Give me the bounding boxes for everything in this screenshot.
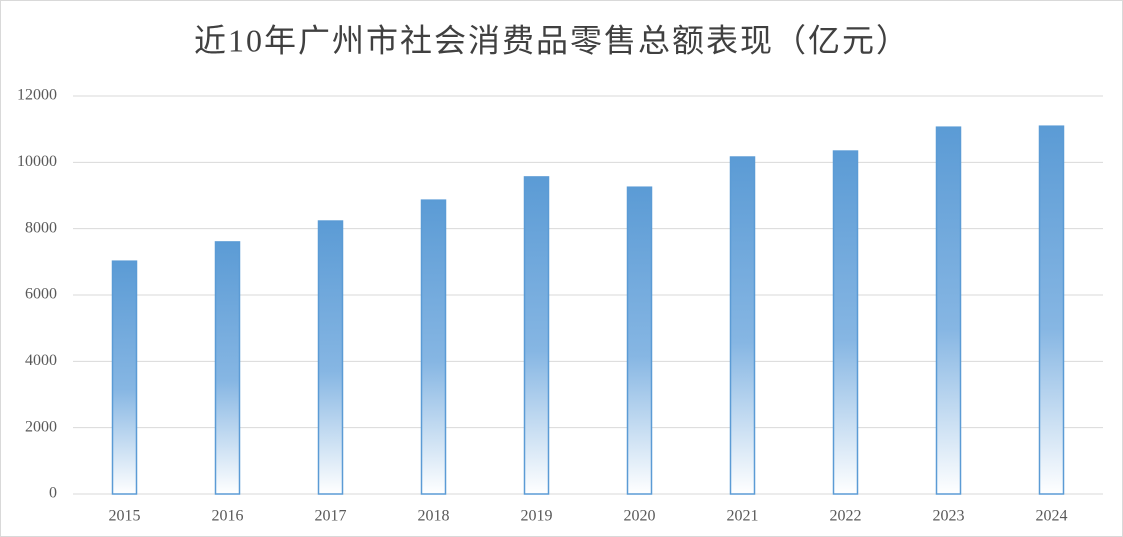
- x-tick-label: 2020: [624, 508, 656, 525]
- bar: [523, 176, 550, 495]
- x-tick-label: 2017: [315, 508, 347, 525]
- x-tick-label: 2024: [1036, 508, 1068, 525]
- y-tick-label: 12000: [17, 87, 57, 104]
- bar: [214, 241, 241, 495]
- bar: [111, 260, 138, 495]
- bar: [626, 186, 653, 495]
- bar: [935, 126, 962, 495]
- chart-title: 近10年广州市社会消费品零售总额表现（亿元）: [194, 22, 910, 58]
- x-tick-label: 2019: [521, 508, 553, 525]
- bar: [317, 220, 344, 495]
- x-tick-label: 2022: [830, 508, 862, 525]
- y-tick-label: 0: [49, 485, 57, 502]
- bar: [1038, 125, 1065, 495]
- x-tick-label: 2023: [933, 508, 965, 525]
- y-tick-label: 8000: [25, 219, 57, 236]
- y-tick-label: 4000: [25, 352, 57, 369]
- x-tick-label: 2021: [727, 508, 759, 525]
- x-tick-label: 2016: [212, 508, 244, 525]
- y-tick-label: 6000: [25, 286, 57, 303]
- x-tick-label: 2015: [109, 508, 141, 525]
- y-tick-label: 10000: [17, 153, 57, 170]
- x-tick-label: 2018: [418, 508, 450, 525]
- bar: [420, 199, 447, 495]
- bar: [832, 150, 859, 495]
- bar: [729, 156, 756, 495]
- y-tick-label: 2000: [25, 418, 57, 435]
